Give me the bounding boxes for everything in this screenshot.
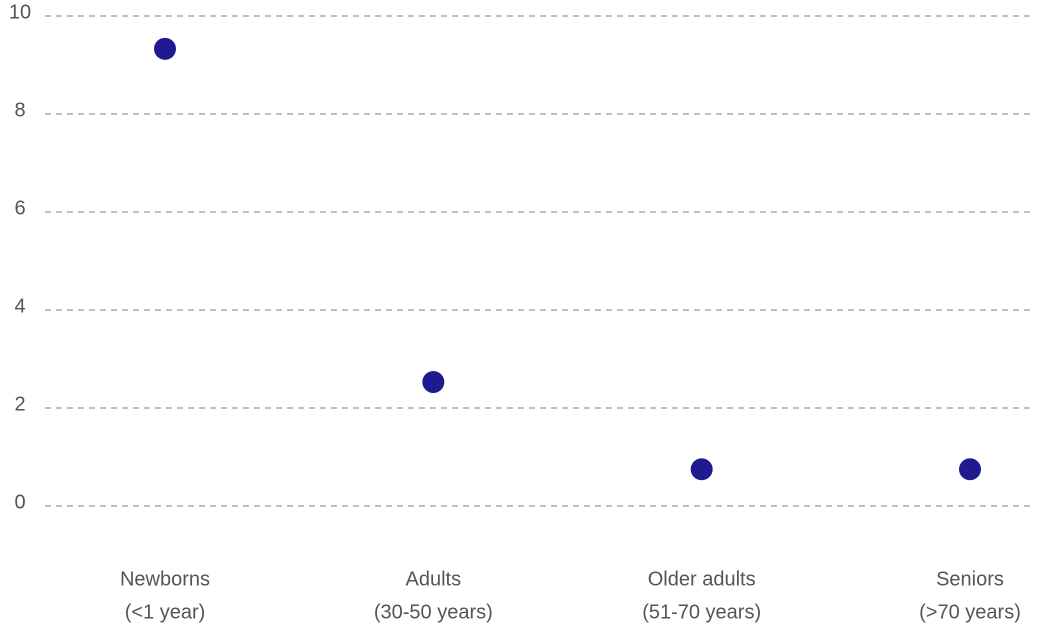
y-tick-label: 8 <box>14 99 25 121</box>
x-tick-label: (51-70 years) <box>642 601 761 623</box>
point <box>690 458 713 481</box>
point <box>154 37 176 60</box>
y-tick-label: 6 <box>14 197 25 219</box>
x-tick-label: Seniors <box>936 568 1004 590</box>
point <box>959 458 981 481</box>
y-tick-label: 0 <box>14 491 25 513</box>
x-tick-label: (>70 years) <box>919 601 1021 623</box>
point <box>422 371 445 394</box>
y-tick-label: 2 <box>14 393 25 415</box>
x-tick-label: Newborns <box>120 568 210 590</box>
x-tick-label: Adults <box>406 568 462 590</box>
x-tick-label: (<1 year) <box>125 601 206 623</box>
x-tick-label: (30-50 years) <box>374 601 493 623</box>
y-tick-label: 10 <box>9 1 31 23</box>
x-tick-label: Older adults <box>648 568 756 590</box>
y-tick-label: 4 <box>14 295 25 317</box>
